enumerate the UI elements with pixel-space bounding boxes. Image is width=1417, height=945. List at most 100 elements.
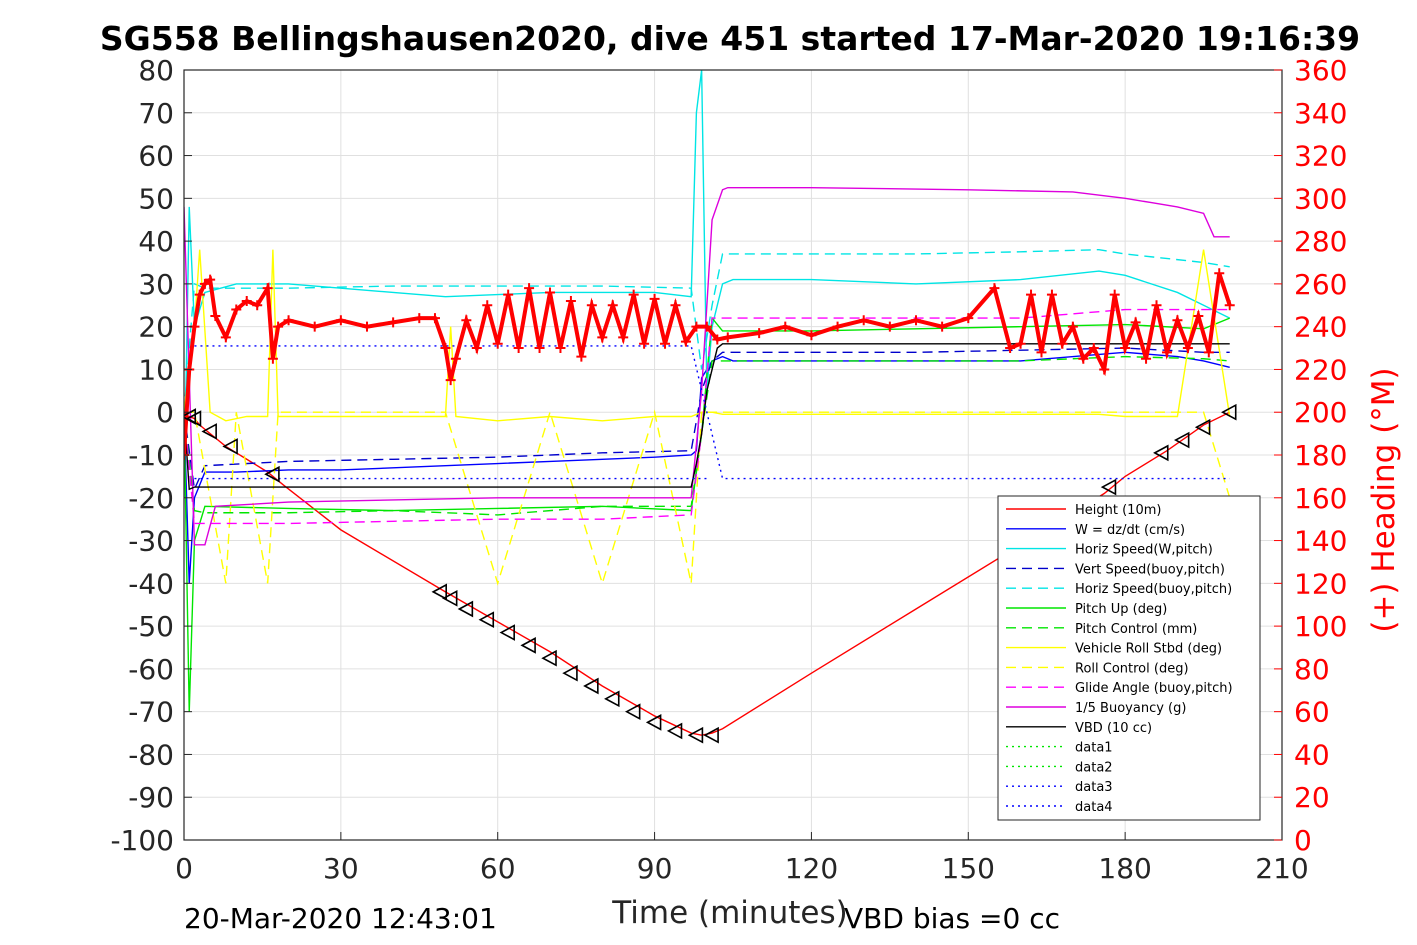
legend-label-9: Glide Angle (buoy,pitch) (1075, 681, 1233, 696)
heading-point (1109, 289, 1120, 300)
series-line-3 (184, 347, 1230, 492)
footer-vbd-bias: VBD bias =0 cc (844, 902, 1060, 935)
series-line-11 (184, 343, 1230, 491)
footer-timestamp: 20-Mar-2020 12:43:01 (184, 902, 497, 935)
heading-point (712, 334, 723, 345)
dive-marker (604, 690, 620, 708)
x-tick-label: 60 (480, 852, 516, 885)
heading-point (1005, 343, 1016, 354)
y-tick-label: 30 (138, 268, 174, 301)
dive-marker (1221, 403, 1237, 421)
y-right-tick-label: 180 (1294, 439, 1347, 472)
y-right-tick-label: 300 (1294, 182, 1347, 215)
heading-point (362, 321, 372, 332)
chart-title: SG558 Bellingshausen2020, dive 451 start… (100, 19, 1360, 58)
heading-point (607, 300, 618, 311)
y-tick-label: -80 (128, 738, 174, 771)
dive-marker (645, 714, 662, 731)
heading-point (1036, 347, 1047, 358)
heading-point (1067, 321, 1078, 332)
y-right-tick-label: 220 (1294, 353, 1347, 386)
legend-label-8: Roll Control (deg) (1075, 661, 1189, 676)
heading-point (649, 293, 660, 304)
heading-point (722, 332, 733, 343)
heading-point (545, 287, 555, 298)
bottom-axis: 0 30 60 90 120 150 180 210 (175, 832, 1309, 885)
heading-point (534, 343, 545, 354)
x-tick-label: 30 (323, 852, 359, 885)
heading-point (806, 330, 817, 341)
heading-point (1141, 353, 1152, 364)
heading-point (1224, 300, 1235, 311)
y-right-tick-label: 140 (1294, 525, 1347, 558)
dive-marker (666, 722, 683, 740)
dive-marker (624, 703, 641, 721)
heading-point (1193, 310, 1204, 321)
x-tick-label: 210 (1255, 852, 1308, 885)
x-axis-label: Time (minutes) (611, 895, 847, 931)
y-tick-label: 50 (138, 182, 174, 215)
dive-marker (583, 677, 599, 695)
series-line-1 (184, 351, 1230, 584)
heading-point (194, 289, 205, 300)
legend-label-5: Pitch Up (deg) (1075, 602, 1167, 617)
heading-point (283, 315, 294, 326)
y-tick-label: -50 (128, 610, 174, 643)
legend-label-6: Pitch Control (mm) (1075, 622, 1197, 637)
y-tick-label: -30 (128, 525, 174, 558)
dive-marker (1153, 444, 1169, 462)
legend-label-12: data1 (1075, 741, 1113, 756)
x-tick-label: 150 (942, 852, 995, 885)
x-tick-label: 0 (175, 852, 193, 885)
heading-point (440, 343, 451, 354)
heading-point (597, 332, 608, 343)
heading-point (429, 313, 440, 324)
heading-point (780, 321, 791, 332)
legend-label-15: data4 (1075, 800, 1113, 815)
heading-point (1120, 343, 1131, 354)
heading-point (524, 283, 535, 294)
heading-point (388, 317, 399, 328)
heading-point (628, 289, 639, 300)
dive-marker (201, 423, 217, 440)
y-right-tick-label: 20 (1294, 781, 1330, 814)
heading-point (884, 321, 895, 332)
legend-label-4: Horiz Speed(buoy,pitch) (1075, 582, 1232, 597)
heading-point (937, 321, 948, 332)
dive-marker (431, 583, 447, 601)
heading-point (503, 289, 514, 300)
y-tick-label: 10 (138, 353, 174, 386)
heading-point (555, 343, 566, 354)
y-right-tick-label: 160 (1294, 482, 1347, 515)
y-tick-label: 40 (138, 225, 174, 258)
dive-marker (457, 600, 474, 618)
y-right-tick-label: 120 (1294, 567, 1347, 600)
heading-point (492, 338, 503, 349)
heading-point (1026, 289, 1037, 300)
legend-box (997, 495, 1261, 821)
dive-marker (520, 637, 536, 654)
heading-point (445, 375, 456, 386)
heading-point (1172, 315, 1183, 326)
heading-point (1015, 338, 1026, 349)
dive-marker (264, 465, 280, 483)
right-axis: 3603403203002802602402202001801601401201… (1274, 54, 1347, 857)
series-layer (184, 70, 1231, 736)
heading-point (273, 321, 284, 332)
heading-point (586, 300, 597, 311)
series-line-2 (184, 70, 1231, 498)
heading-point (754, 328, 765, 339)
y-right-tick-label: 240 (1294, 311, 1347, 344)
y-right-tick-label: 60 (1294, 696, 1330, 729)
heading-point (680, 336, 691, 347)
dive-marker (478, 611, 495, 629)
series-line-6 (184, 355, 1230, 516)
heading-point (267, 353, 278, 364)
dive-marker (185, 410, 202, 427)
heading-point (309, 321, 320, 332)
heading-point (1099, 364, 1110, 375)
heading-point (618, 332, 629, 343)
legend-label-7: Vehicle Roll Stbd (deg) (1075, 642, 1222, 657)
heading-point (660, 338, 671, 349)
